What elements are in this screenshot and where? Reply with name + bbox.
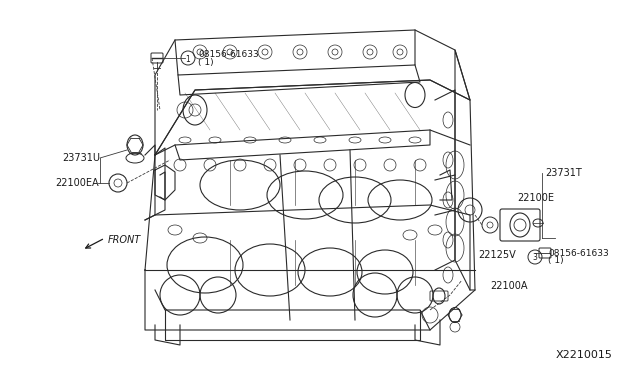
Text: 08156-61633: 08156-61633 bbox=[198, 49, 259, 58]
Text: ( 1): ( 1) bbox=[548, 257, 564, 266]
Text: 22125V: 22125V bbox=[478, 250, 516, 260]
Text: 22100EA: 22100EA bbox=[55, 178, 99, 188]
Text: 23731U: 23731U bbox=[62, 153, 100, 163]
Text: ( 1): ( 1) bbox=[198, 58, 214, 67]
Text: 3: 3 bbox=[532, 253, 538, 263]
Text: 1: 1 bbox=[186, 55, 190, 64]
Text: X2210015: X2210015 bbox=[556, 350, 613, 360]
Text: 22100A: 22100A bbox=[490, 281, 527, 291]
Text: 23731T: 23731T bbox=[545, 168, 582, 178]
Text: 22100E: 22100E bbox=[517, 193, 554, 203]
Text: 08156-61633: 08156-61633 bbox=[548, 248, 609, 257]
Text: FRONT: FRONT bbox=[108, 235, 141, 245]
